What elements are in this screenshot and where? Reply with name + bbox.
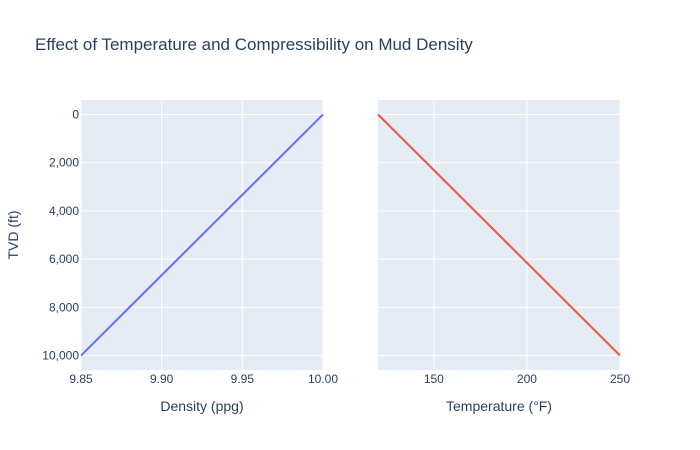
series-line-1 xyxy=(377,113,621,357)
y-tick-label: 0 xyxy=(72,107,79,121)
x-tick-label: 250 xyxy=(610,372,630,386)
y-axis-title: TVD (ft) xyxy=(5,211,21,260)
x-tick-label: 9.95 xyxy=(231,372,255,386)
chart-title: Effect of Temperature and Compressibilit… xyxy=(35,35,473,54)
y-tick-label: 4,000 xyxy=(49,204,79,218)
x-tick-label: 10.00 xyxy=(308,372,338,386)
y-tick-label: 8,000 xyxy=(49,300,79,314)
x-axis-title: Density (ppg) xyxy=(160,398,243,414)
panel-1: 9.85 9.90 9.95 10.00 Density (ppg) xyxy=(69,100,338,414)
x-tick-label: 9.85 xyxy=(69,372,93,386)
y-tick-label: 2,000 xyxy=(49,156,79,170)
x-tick-label: 9.90 xyxy=(150,372,174,386)
x-tick-label: 150 xyxy=(424,372,444,386)
y-tick-labels: 0 2,000 4,000 6,000 8,000 10,000 xyxy=(42,107,79,362)
y-tick-label: 6,000 xyxy=(49,252,79,266)
series-line-1 xyxy=(80,113,324,357)
panel-2: 150 200 250 Temperature (°F) xyxy=(377,100,630,414)
x-tick-label: 200 xyxy=(517,372,537,386)
plot-panels: 9.85 9.90 9.95 10.00 Density (ppg) 150 200 250 T… xyxy=(42,100,630,414)
x-axis-title: Temperature (°F) xyxy=(446,398,552,414)
y-tick-label: 10,000 xyxy=(42,349,79,363)
